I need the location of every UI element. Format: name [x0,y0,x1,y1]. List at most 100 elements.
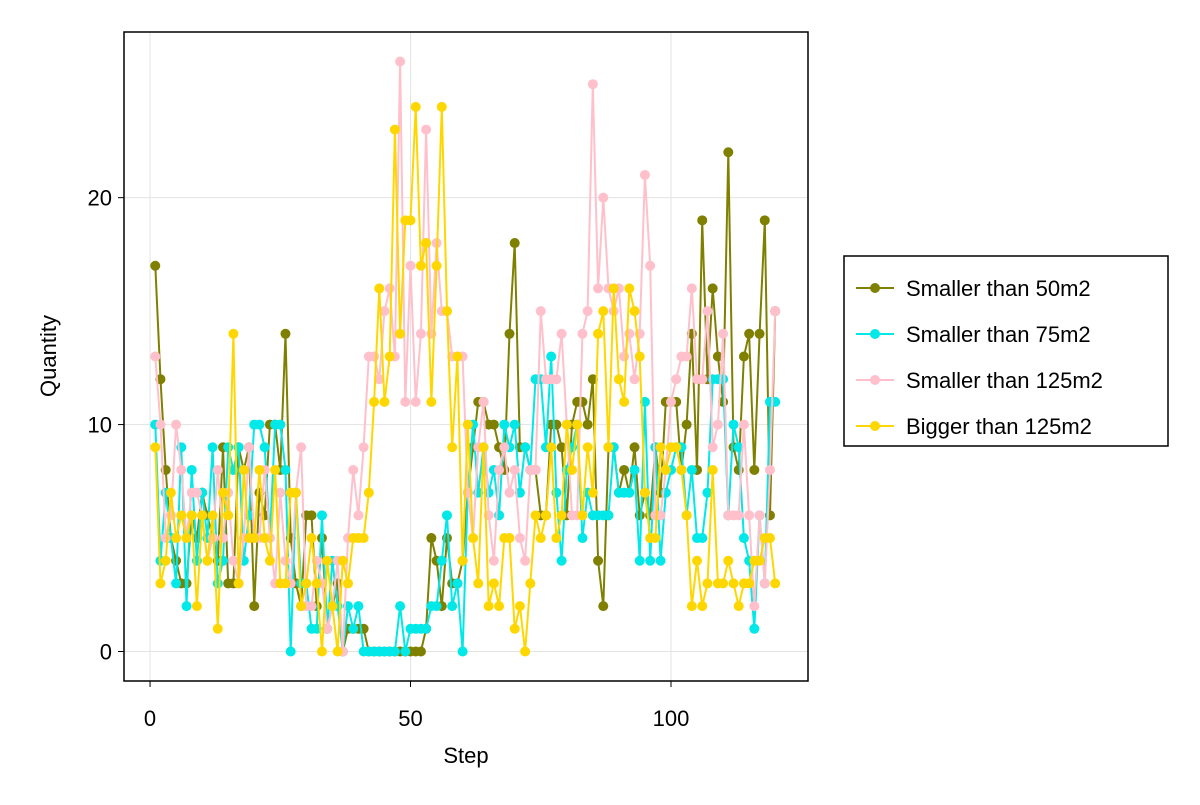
point [665,396,676,407]
point [707,464,718,475]
point [238,464,249,475]
point [603,510,614,521]
point [150,442,161,453]
point [749,601,760,612]
point [400,396,411,407]
point [160,555,171,566]
point [280,464,291,475]
point [535,533,546,544]
point [686,283,697,294]
point [405,260,416,271]
point [264,555,275,566]
point [259,442,270,453]
point [457,646,468,657]
point [619,464,630,475]
point [728,578,739,589]
point [389,124,400,135]
point [233,578,244,589]
point [389,646,400,657]
point [707,442,718,453]
point [681,419,692,430]
point [447,601,458,612]
point [316,533,327,544]
point [546,442,557,453]
point [587,79,598,90]
point [551,533,562,544]
point [348,623,359,634]
point [634,555,645,566]
point [171,578,182,589]
point [744,578,755,589]
legend-marker [870,283,880,293]
point [645,260,656,271]
point [655,555,666,566]
point [603,442,614,453]
point [343,578,354,589]
point [280,328,291,339]
point [415,260,426,271]
point [369,396,380,407]
point [494,464,505,475]
point [374,374,385,385]
point [155,419,166,430]
point [421,623,432,634]
point [733,601,744,612]
point [582,419,593,430]
point [275,419,286,430]
legend-label: Smaller than 75m2 [906,322,1091,347]
point [540,510,551,521]
point [509,464,520,475]
point [306,533,317,544]
point [421,238,432,249]
x-tick-label: 50 [398,706,422,731]
point [322,623,333,634]
point [311,578,322,589]
point [499,419,510,430]
point [494,601,505,612]
point [770,578,781,589]
point [358,533,369,544]
point [395,56,406,67]
point [395,328,406,339]
point [421,124,432,135]
legend-marker [870,329,880,339]
point [629,442,640,453]
point [619,351,630,362]
point [176,510,187,521]
point [728,419,739,430]
point [441,510,452,521]
point [681,510,692,521]
point [655,442,666,453]
point [514,601,525,612]
point [395,601,406,612]
point [577,396,588,407]
legend-label: Bigger than 125m2 [906,414,1092,439]
point [259,533,270,544]
point [624,328,635,339]
point [358,442,369,453]
point [707,283,718,294]
point [650,533,661,544]
point [478,442,489,453]
point [629,374,640,385]
point [754,328,765,339]
point [488,555,499,566]
point [556,442,567,453]
point [598,306,609,317]
point [671,442,682,453]
point [160,533,171,544]
legend-box [843,255,1169,447]
point [764,464,775,475]
point [473,578,484,589]
x-axis-label: Step [443,743,488,768]
point [697,533,708,544]
point [306,601,317,612]
legend-label: Smaller than 50m2 [906,276,1091,301]
point [155,578,166,589]
point [441,306,452,317]
point [202,555,213,566]
point [593,555,604,566]
point [749,464,760,475]
point [468,533,479,544]
